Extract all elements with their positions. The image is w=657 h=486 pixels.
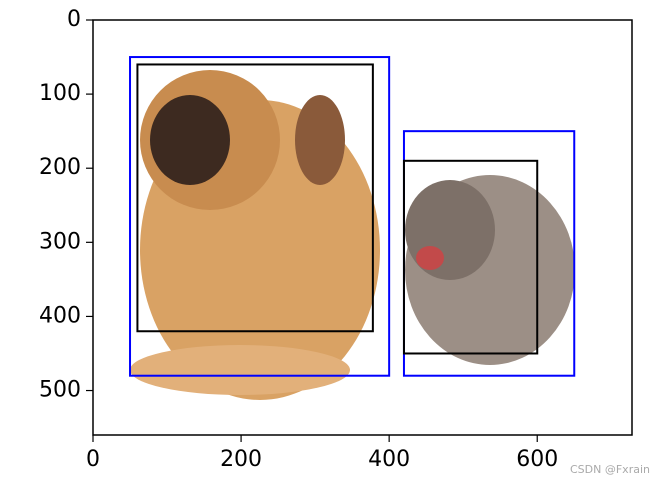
- y-tick-label: 200: [39, 155, 81, 180]
- watermark: CSDN @Fxrain: [570, 463, 650, 476]
- bounding-box: [129, 56, 391, 377]
- y-tick-label: 100: [39, 81, 81, 106]
- x-tick-label: 200: [220, 447, 262, 472]
- axes-frame: [92, 19, 633, 436]
- y-tick-label: 400: [39, 303, 81, 328]
- y-tick-label: 300: [39, 229, 81, 254]
- x-tick-label: 400: [368, 447, 410, 472]
- bounding-box: [402, 159, 539, 355]
- photo: [93, 20, 632, 435]
- bounding-box: [136, 63, 374, 333]
- y-tick-label: 500: [39, 378, 81, 403]
- y-tick-label: 0: [67, 7, 81, 32]
- x-tick-label: 0: [86, 447, 100, 472]
- x-tick-label: 600: [516, 447, 558, 472]
